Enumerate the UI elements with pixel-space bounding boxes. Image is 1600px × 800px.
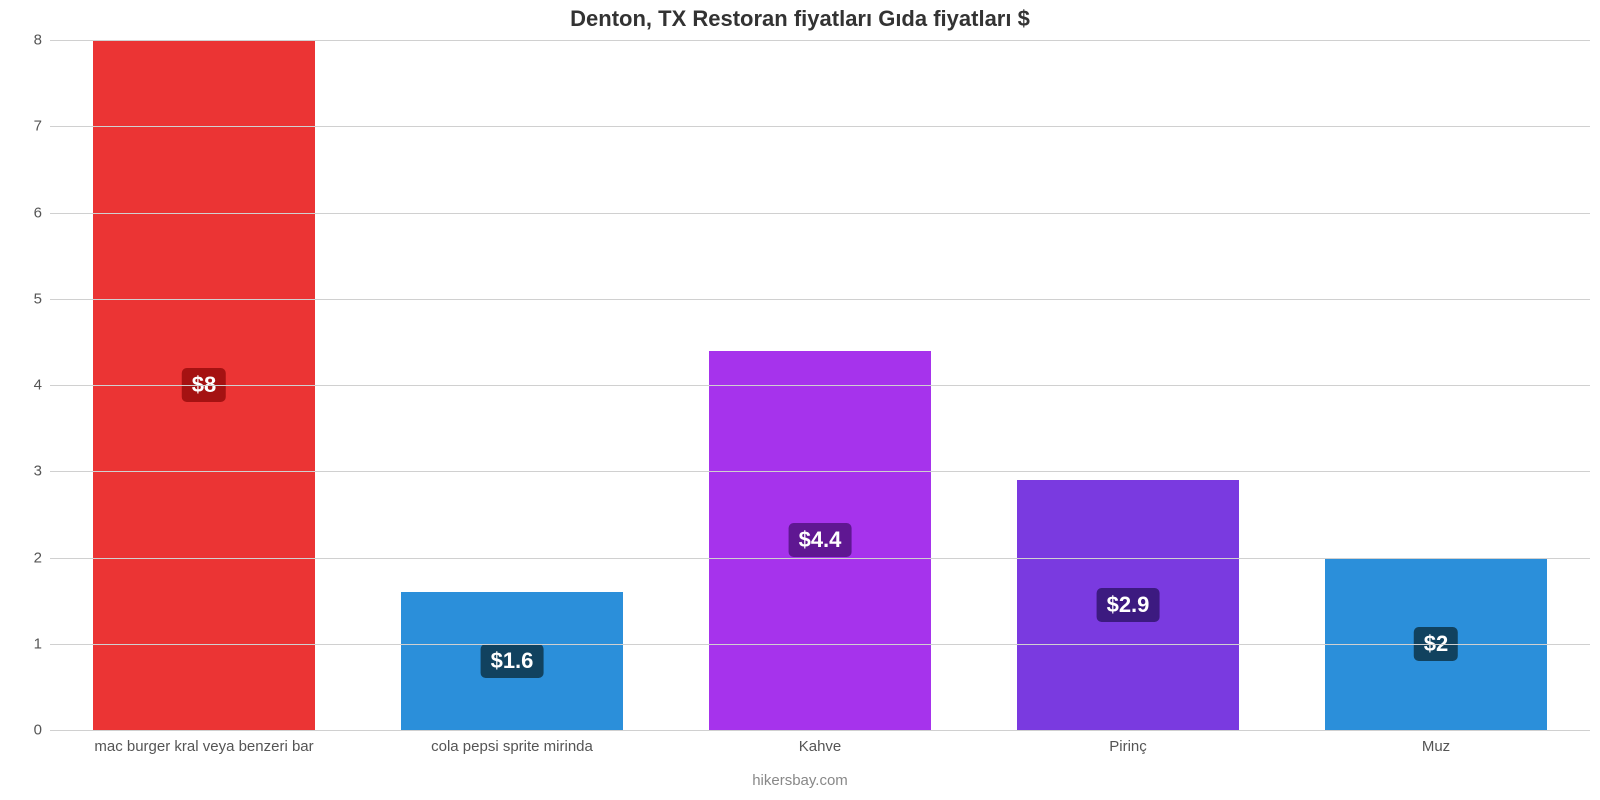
gridline bbox=[50, 730, 1590, 731]
plot-area: $8mac burger kral veya benzeri bar$1.6co… bbox=[50, 40, 1590, 730]
y-tick-label: 4 bbox=[34, 377, 50, 394]
gridline bbox=[50, 385, 1590, 386]
gridline bbox=[50, 558, 1590, 559]
bar-chart: Denton, TX Restoran fiyatları Gıda fiyat… bbox=[0, 0, 1600, 800]
y-tick-label: 0 bbox=[34, 722, 50, 739]
gridline bbox=[50, 126, 1590, 127]
gridline bbox=[50, 213, 1590, 214]
x-tick-label: Pirinç bbox=[974, 730, 1282, 755]
y-tick-label: 5 bbox=[34, 290, 50, 307]
gridline bbox=[50, 644, 1590, 645]
y-tick-label: 2 bbox=[34, 549, 50, 566]
gridline bbox=[50, 471, 1590, 472]
y-tick-label: 3 bbox=[34, 463, 50, 480]
chart-title: Denton, TX Restoran fiyatları Gıda fiyat… bbox=[0, 6, 1600, 32]
value-badge: $2.9 bbox=[1097, 588, 1160, 622]
chart-source: hikersbay.com bbox=[0, 772, 1600, 789]
x-tick-label: mac burger kral veya benzeri bar bbox=[50, 730, 358, 755]
y-tick-label: 8 bbox=[34, 32, 50, 49]
y-tick-label: 7 bbox=[34, 118, 50, 135]
value-badge: $1.6 bbox=[481, 644, 544, 678]
gridline bbox=[50, 40, 1590, 41]
y-tick-label: 1 bbox=[34, 635, 50, 652]
value-badge: $4.4 bbox=[789, 523, 852, 557]
x-tick-label: cola pepsi sprite mirinda bbox=[358, 730, 666, 755]
x-tick-label: Muz bbox=[1282, 730, 1590, 755]
x-tick-label: Kahve bbox=[666, 730, 974, 755]
y-tick-label: 6 bbox=[34, 204, 50, 221]
gridline bbox=[50, 299, 1590, 300]
